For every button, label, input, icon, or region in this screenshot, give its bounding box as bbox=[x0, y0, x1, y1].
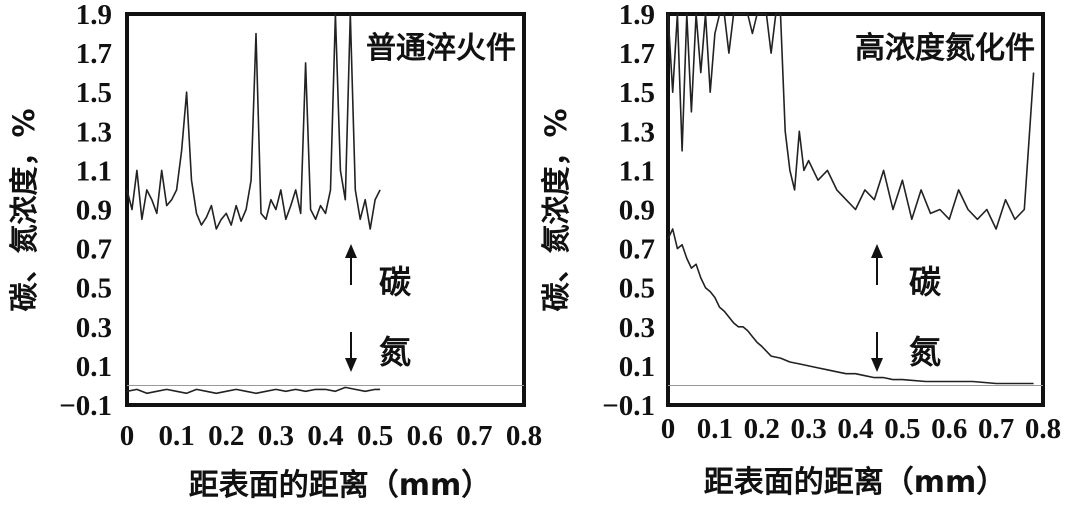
nitrogen-annotation: 氮 bbox=[909, 333, 941, 371]
series-carbon-line bbox=[667, 13, 1035, 230]
x-tick-label: 0.7 bbox=[456, 420, 492, 452]
y-tick-label: 0.9 bbox=[76, 195, 112, 227]
y-tick-label: 0.5 bbox=[619, 273, 655, 305]
series-nitrogen-line bbox=[667, 228, 1034, 385]
x-tick-label: 0.5 bbox=[357, 420, 393, 452]
y-tick-label: 0.3 bbox=[619, 312, 655, 344]
chart-high-nitriding: 1.91.71.51.31.10.90.70.50.30.1−0.10 0.1 0.… bbox=[539, 0, 1061, 500]
y-tick-label: 0.9 bbox=[619, 195, 655, 227]
y-tick-label: 1.3 bbox=[76, 116, 112, 148]
series-nitrogen-line bbox=[126, 386, 381, 395]
arrow-up-icon bbox=[345, 244, 357, 285]
x-tick-label: 0.4 bbox=[307, 420, 343, 452]
arrow-down-icon bbox=[871, 332, 883, 372]
x-tick-label: 0.8 bbox=[1025, 413, 1061, 445]
x-tick-label: 0.3 bbox=[258, 420, 294, 452]
x-axis-label: 距表面的距离（mm） bbox=[189, 468, 492, 503]
carbon-annotation: 碳 bbox=[909, 263, 942, 301]
y-tick-label: −0.1 bbox=[602, 390, 655, 422]
y-tick-label: 0.7 bbox=[619, 234, 655, 266]
arrow-down-icon bbox=[345, 332, 357, 372]
x-axis-label: 距表面的距离（mm） bbox=[704, 465, 1007, 500]
x-tick-label: 0.8 bbox=[506, 420, 542, 452]
nitrogen-annotation: 氮 bbox=[379, 333, 411, 371]
y-tick-label: 0.3 bbox=[76, 312, 112, 344]
y-tick-label: 1.9 bbox=[619, 0, 655, 31]
y-axis-label: 碳、氮浓度，% bbox=[7, 108, 41, 311]
y-tick-label: 1.5 bbox=[76, 77, 112, 109]
x-tick-label: 0.3 bbox=[791, 413, 827, 445]
x-tick-label: 0.5 bbox=[884, 413, 920, 445]
y-tick-label: 1.3 bbox=[619, 116, 655, 148]
y-tick-label: 0.1 bbox=[619, 351, 655, 383]
y-tick-label: 0.1 bbox=[76, 351, 112, 383]
plot-frame bbox=[666, 12, 1045, 407]
chart-normal-quench: 1.9 1.7 1.5 1.3 1.1 0.9 0.7 0.5 0.3 0.1 −0.10 0.1 0.… bbox=[7, 0, 542, 503]
x-tick-label: 0.1 bbox=[697, 413, 733, 445]
carbon-annotation: 碳 bbox=[379, 263, 412, 301]
chart-title: 普通淬火件 bbox=[366, 31, 516, 66]
x-tick-label: 0.6 bbox=[407, 420, 443, 452]
y-tick-label: 1.1 bbox=[619, 155, 655, 187]
x-tick-label: 0.6 bbox=[931, 413, 967, 445]
plot-frame bbox=[125, 12, 526, 407]
x-tick-label: 0.7 bbox=[978, 413, 1014, 445]
y-tick-label: 1.1 bbox=[76, 155, 112, 187]
y-axis-label: 碳、氮浓度，% bbox=[539, 108, 573, 311]
y-tick-label: 1.7 bbox=[76, 38, 112, 70]
arrow-up-icon bbox=[871, 244, 883, 285]
y-tick-label: 1.5 bbox=[619, 77, 655, 109]
x-tick-label: 0 bbox=[120, 420, 135, 452]
series-carbon-line bbox=[126, 13, 381, 230]
x-tick-label: 0.4 bbox=[837, 413, 873, 445]
x-tick-label: 0 bbox=[661, 413, 676, 445]
y-tick-label: 1.9 bbox=[76, 0, 112, 31]
y-tick-label: −0.1 bbox=[59, 390, 112, 422]
x-tick-label: 0.1 bbox=[159, 420, 195, 452]
y-tick-label: 1.7 bbox=[619, 38, 655, 70]
x-tick-label: 0.2 bbox=[208, 420, 244, 452]
x-tick-label: 0.2 bbox=[744, 413, 780, 445]
chart-title: 高浓度氮化件 bbox=[855, 31, 1035, 66]
y-tick-label: 0.7 bbox=[76, 234, 112, 266]
y-tick-label: 0.5 bbox=[76, 273, 112, 305]
